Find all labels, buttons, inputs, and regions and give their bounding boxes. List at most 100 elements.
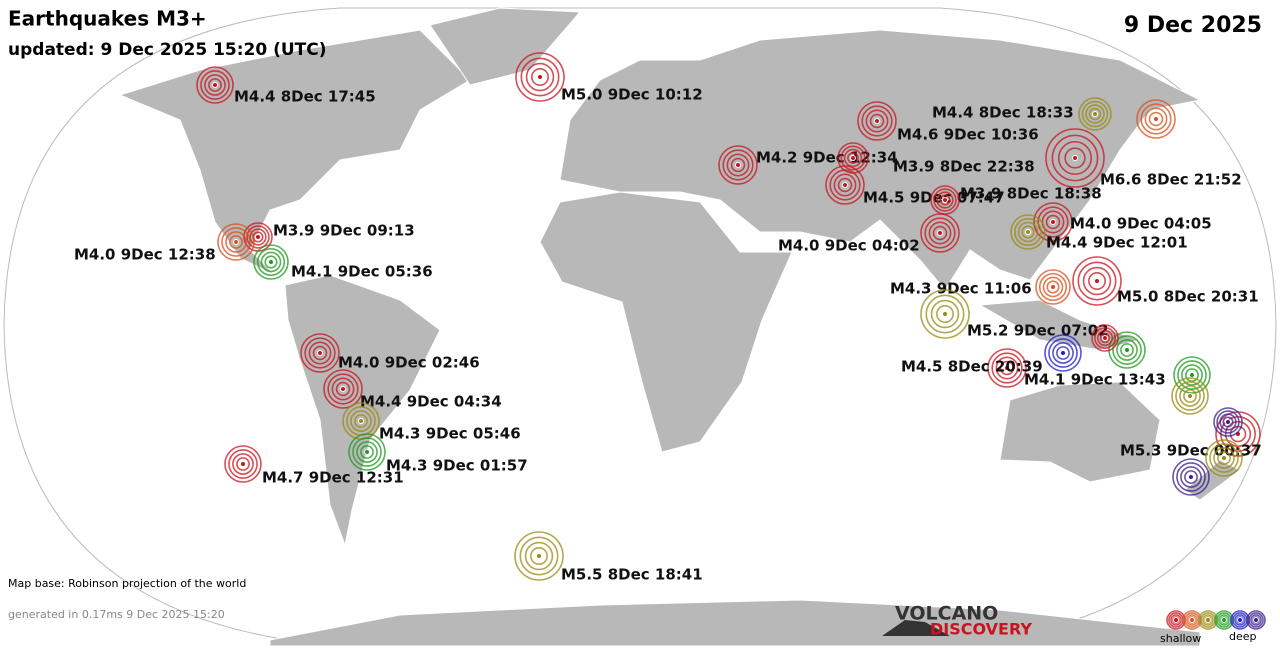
legend <box>1166 610 1266 630</box>
quake-marker-ring <box>196 66 234 104</box>
quake-marker-ring <box>1148 111 1164 127</box>
quake-marker-ring <box>228 449 258 479</box>
quake-marker-ring <box>1177 360 1207 390</box>
legend-marker-ring <box>1218 614 1230 626</box>
legend-marker-center <box>1173 617 1179 623</box>
quake-marker-ring <box>253 244 289 280</box>
legend-shallow: shallow <box>1160 632 1201 645</box>
quake-label: M4.0 9Dec 12:38 <box>74 246 216 264</box>
legend-marker-ring <box>1250 614 1262 626</box>
quake-marker-ring <box>726 153 750 177</box>
legend-marker-ring <box>1236 616 1244 624</box>
quake-marker-ring <box>1045 128 1105 188</box>
quake-marker-center <box>255 234 261 240</box>
quake-marker-ring <box>1116 339 1138 361</box>
map-base: Map base: Robinson projection of the wor… <box>8 577 246 590</box>
quake-marker-center <box>850 155 856 161</box>
title: Earthquakes M3+ <box>8 7 207 31</box>
quake-marker-ring <box>1078 97 1112 131</box>
legend-marker-ring <box>1172 616 1180 624</box>
legend-marker-ring <box>1188 616 1196 624</box>
quake-marker-ring <box>260 251 282 273</box>
quake-marker-ring <box>1096 329 1114 347</box>
quake-marker-ring <box>308 341 332 365</box>
quake-label: M5.2 9Dec 07:02 <box>967 322 1109 340</box>
quake-marker-ring <box>1216 410 1240 434</box>
quake-marker-ring <box>221 227 251 257</box>
quake-marker-ring <box>869 113 885 129</box>
quake-marker-ring <box>519 536 559 576</box>
quake-marker-ring <box>1081 100 1109 128</box>
quake-label: M5.5 8Dec 18:41 <box>561 566 703 584</box>
quake-marker-ring <box>930 299 960 329</box>
quake-marker-ring <box>1057 140 1093 176</box>
quake-marker-ring <box>865 109 889 133</box>
quake-marker-ring <box>932 225 948 241</box>
quake-label: M4.3 9Dec 01:57 <box>386 457 528 475</box>
quake-marker-ring <box>225 231 247 253</box>
legend-marker-center <box>1253 617 1259 623</box>
generated: generated in 0.17ms 9 Dec 2025 15:20 <box>8 608 225 621</box>
quake-marker-ring <box>520 57 560 97</box>
quake-marker-ring <box>1044 334 1082 372</box>
quake-marker-ring <box>857 101 897 141</box>
quake-marker-ring <box>217 223 255 261</box>
quake-marker-center <box>1050 219 1056 225</box>
quake-marker-ring <box>229 235 243 249</box>
quake-label: M4.4 9Dec 04:34 <box>360 393 502 411</box>
quake-marker-ring <box>1052 342 1074 364</box>
quake-label: M5.0 8Dec 20:31 <box>1117 288 1259 306</box>
quake-marker-ring <box>933 188 957 212</box>
quake-marker-ring <box>300 333 340 373</box>
quake-marker-ring <box>1175 381 1205 411</box>
quake-marker-center <box>842 182 848 188</box>
legend-marker-ring <box>1202 614 1214 626</box>
quake-marker-center <box>1188 474 1194 480</box>
quake-marker-ring <box>991 352 1023 384</box>
quake-label: M4.0 9Dec 02:46 <box>338 354 480 372</box>
quake-marker-ring <box>1085 104 1105 124</box>
quake-marker-ring <box>350 410 372 432</box>
quake-marker-center <box>1025 229 1031 235</box>
quake-marker-center <box>1004 365 1010 371</box>
quake-marker-ring <box>1209 443 1239 473</box>
quake-marker-center <box>537 74 543 80</box>
quake-label: M4.1 9Dec 13:43 <box>1024 371 1166 389</box>
quake-marker-ring <box>1180 466 1202 488</box>
quake-marker-ring <box>1144 107 1168 131</box>
legend-deep: deep <box>1229 630 1257 643</box>
quake-label: M4.3 9Dec 05:46 <box>379 425 521 443</box>
quake-marker-ring <box>1021 225 1035 239</box>
quake-marker-ring <box>1184 470 1198 484</box>
quake-marker-ring <box>924 217 956 249</box>
quake-marker-ring <box>920 289 970 339</box>
quake-marker-center <box>1187 393 1193 399</box>
quake-marker-ring <box>1035 269 1071 305</box>
quake-marker-ring <box>249 228 267 246</box>
quake-marker-ring <box>1173 356 1211 394</box>
quake-marker-center <box>1060 350 1066 356</box>
quake-marker-ring <box>987 348 1027 388</box>
quake-marker-ring <box>1140 103 1172 135</box>
quake-marker-ring <box>1181 364 1203 386</box>
quake-marker-ring <box>515 52 565 102</box>
quake-marker-center <box>233 239 239 245</box>
quake-marker-ring <box>861 105 893 137</box>
quake-marker-ring <box>331 377 355 401</box>
quake-label: M4.5 8Dec 20:39 <box>901 358 1043 376</box>
updated: updated: 9 Dec 2025 15:20 (UTC) <box>8 40 327 60</box>
quake-marker-center <box>1124 347 1130 353</box>
quake-marker-ring <box>1091 324 1119 352</box>
legend-marker-ring <box>1252 616 1260 624</box>
quake-marker-ring <box>1172 458 1210 496</box>
quake-label: M4.2 9Dec 12:34 <box>756 149 898 167</box>
quake-marker-ring <box>200 70 230 100</box>
quake-marker-ring <box>1013 217 1043 247</box>
quake-marker-center <box>1102 335 1108 341</box>
quake-marker-ring <box>939 194 951 206</box>
quake-marker-center <box>212 82 218 88</box>
quake-label: M4.4 8Dec 18:33 <box>932 104 1074 122</box>
quake-marker-ring <box>1046 280 1060 294</box>
quake-marker-ring <box>1056 346 1070 360</box>
